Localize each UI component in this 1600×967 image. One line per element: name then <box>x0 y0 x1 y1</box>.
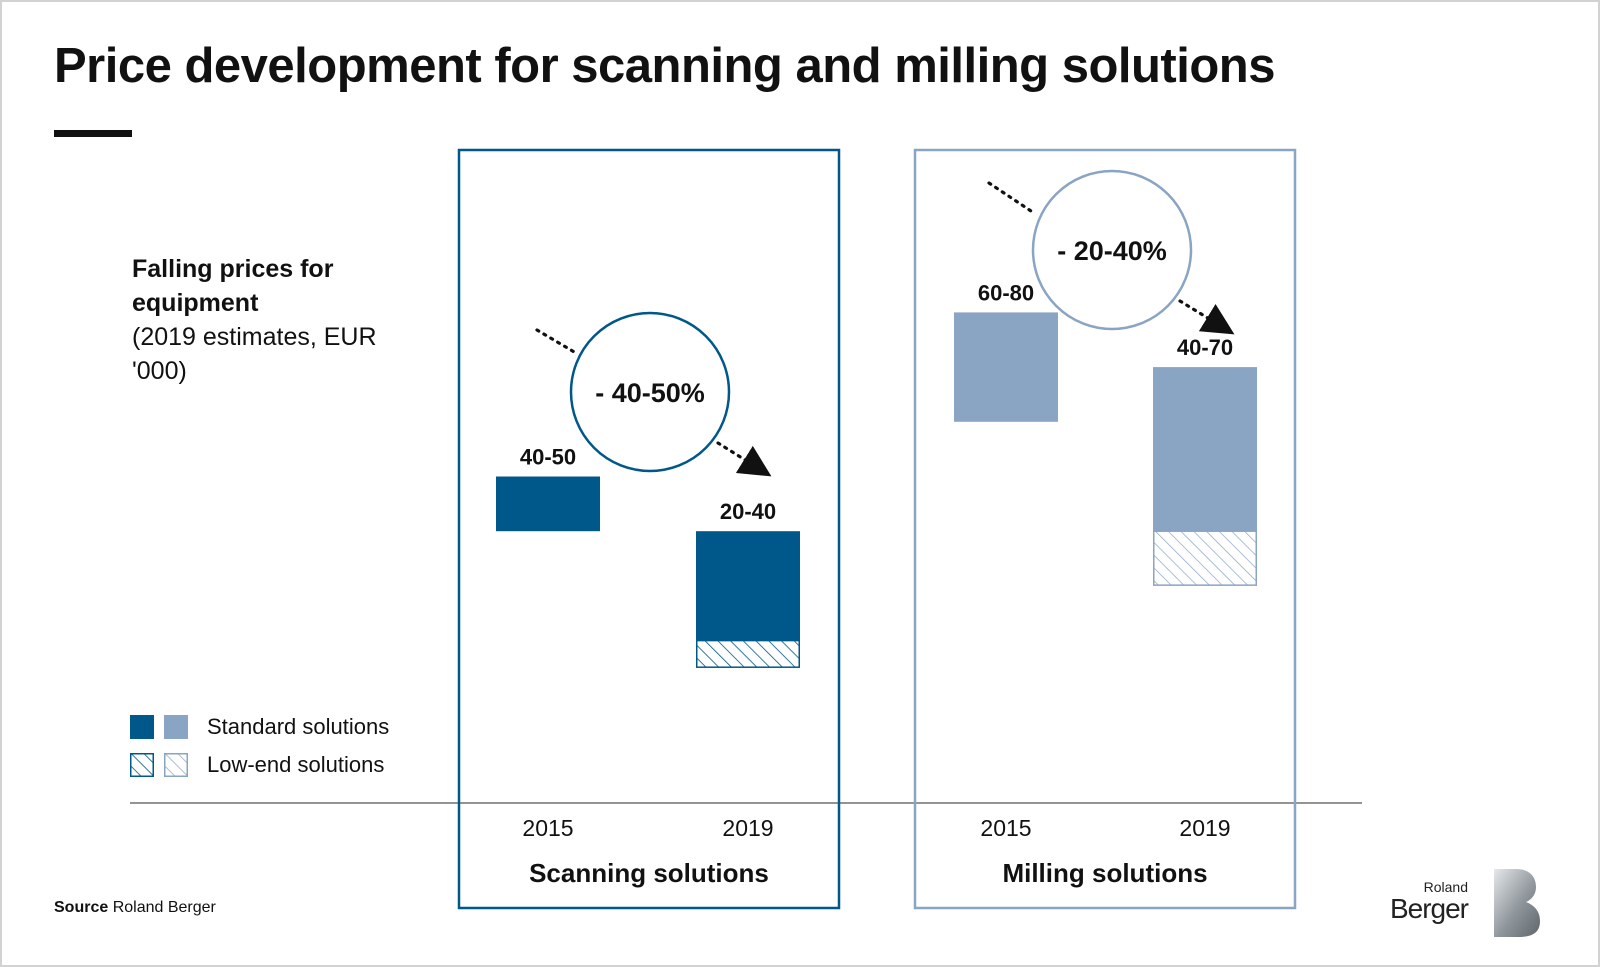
data-label-milling-solutions-2015: 60-80 <box>978 280 1034 305</box>
legend-label-low-end: Low-end solutions <box>207 752 385 777</box>
change-circle-milling-solutions <box>1031 169 1193 331</box>
legend-row-low-end: Low-end solutions <box>130 752 450 791</box>
tick-label-scanning-solutions-2015: 2015 <box>522 815 573 841</box>
panel-milling-solutions: 60-80 2015 40-70 2019 Milling solutions - 20-… <box>913 148 1297 910</box>
brand-name-big: Berger <box>1389 893 1469 924</box>
panel-frame-milling-solutions <box>913 148 1297 910</box>
subtitle-rest: (2019 estimates, EUR '000) <box>132 323 377 385</box>
legend: Standard solutions Low-end solutions <box>130 714 450 791</box>
chart-title: Price development for scanning and milli… <box>54 39 1275 93</box>
tick-label-milling-solutions-2015: 2015 <box>980 815 1031 841</box>
subtitle-bold: Falling prices for equipment <box>132 255 334 317</box>
legend-swatch-scanning-low-end <box>130 753 154 777</box>
bar-standard-scanning-solutions-2015 <box>496 476 600 532</box>
trend-dots-in-scanning-solutions <box>535 328 578 355</box>
category-label-scanning-solutions: Scanning solutions <box>529 858 769 888</box>
source-label: Source <box>54 899 109 916</box>
change-circle-scanning-solutions <box>569 311 731 473</box>
trend-dots-in-milling-solutions <box>987 181 1033 213</box>
source-note: Source Roland Berger <box>54 899 216 917</box>
change-label-milling-solutions: - 20-40% <box>1057 236 1167 266</box>
chart-subtitle: Falling prices for equipment (2019 estim… <box>132 252 392 388</box>
legend-swatch-milling-low-end <box>164 753 188 777</box>
bar-low-end-scanning-solutions-2019 <box>696 639 800 668</box>
title-underline <box>54 130 132 137</box>
panel-scanning-solutions: 40-50 2015 20-40 2019 Scanning solutions - 40… <box>457 148 841 910</box>
data-label-scanning-solutions-2015: 40-50 <box>520 445 576 470</box>
bar-standard-scanning-solutions-2019 <box>696 531 800 641</box>
tick-label-milling-solutions-2019: 2019 <box>1179 815 1230 841</box>
category-label-milling-solutions: Milling solutions <box>1002 858 1207 888</box>
legend-label-standard: Standard solutions <box>207 714 390 739</box>
legend-swatch-scanning-standard <box>130 715 154 739</box>
panel-frame-scanning-solutions <box>457 148 841 910</box>
brand-b-icon <box>1494 869 1540 937</box>
tick-label-scanning-solutions-2019: 2019 <box>722 815 773 841</box>
data-label-scanning-solutions-2019: 20-40 <box>720 499 776 524</box>
trend-arrow-out-milling-solutions <box>1178 299 1235 335</box>
change-label-scanning-solutions: - 40-50% <box>595 378 705 408</box>
brand-logo: Roland Berger <box>1382 867 1542 947</box>
source-text: Roland Berger <box>112 899 216 916</box>
legend-row-standard: Standard solutions <box>130 714 450 753</box>
bar-standard-milling-solutions-2019 <box>1153 367 1257 532</box>
brand-name-small: Roland <box>1423 879 1468 895</box>
bar-standard-milling-solutions-2015 <box>954 312 1058 422</box>
bar-low-end-milling-solutions-2019 <box>1153 530 1257 586</box>
legend-swatch-milling-standard <box>164 715 188 739</box>
trend-arrow-out-scanning-solutions <box>716 441 772 477</box>
data-label-milling-solutions-2019: 40-70 <box>1177 335 1233 360</box>
